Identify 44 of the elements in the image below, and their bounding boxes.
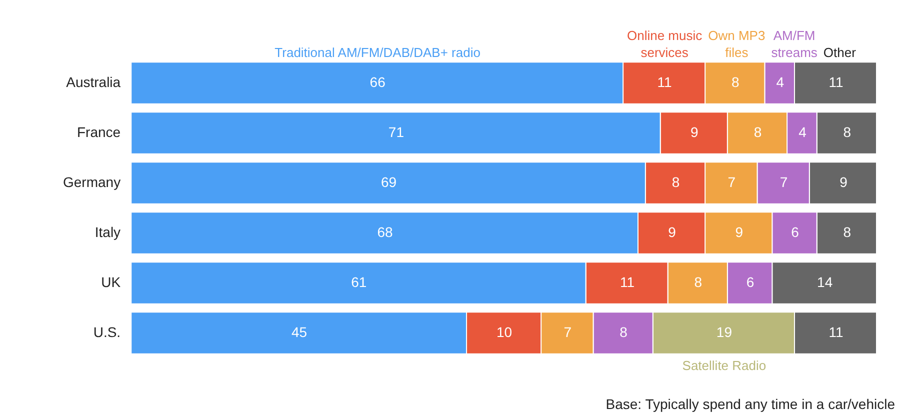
data-label: 9 [735,224,744,240]
data-label: 7 [728,174,736,190]
data-label: 11 [828,74,844,90]
data-label: 6 [746,274,754,290]
data-label: 61 [351,274,367,290]
data-label: 11 [620,274,635,290]
data-label: 8 [754,124,762,140]
y-tick-label: Australia [66,74,121,90]
data-label: 7 [564,324,572,340]
data-label: 69 [380,174,397,190]
data-label: 11 [657,74,672,90]
series-label: Traditional AM/FM/DAB/DAB+ radio [274,45,480,60]
data-label: 9 [840,174,848,190]
series-label: Online music services [626,28,703,60]
y-tick-label: UK [101,274,122,290]
data-label: 8 [843,224,852,240]
series-label: AM/FM streams [771,28,818,60]
data-label: 19 [716,324,732,340]
series-label: Other [823,45,857,60]
data-label: 10 [496,324,512,340]
data-label: 7 [780,174,788,190]
data-label: 8 [694,274,702,290]
series-label: Satellite Radio [682,358,766,373]
data-label: 8 [843,124,852,140]
data-label: 45 [292,324,308,340]
data-label: 4 [776,74,784,90]
text: Base: Typically spend any time in a car/vehicle [606,396,896,412]
y-tick-label: Germany [62,174,121,190]
data-label: 6 [791,224,800,240]
data-label: 9 [690,124,698,140]
data-label: 14 [817,274,833,290]
data-label: 8 [731,74,740,90]
data-label: 66 [370,74,386,90]
data-label: 8 [620,324,628,340]
data-label: 4 [798,124,807,140]
y-tick-label: France [76,124,121,140]
series-label: Own MP3 files [708,28,766,60]
y-tick-label: U.S. [93,324,121,340]
data-label: 9 [668,224,676,240]
data-label: 71 [388,124,404,140]
data-label: 8 [672,174,680,190]
data-label: 11 [828,324,844,340]
data-label: 68 [377,224,394,240]
y-tick-label: Italy [94,224,121,240]
